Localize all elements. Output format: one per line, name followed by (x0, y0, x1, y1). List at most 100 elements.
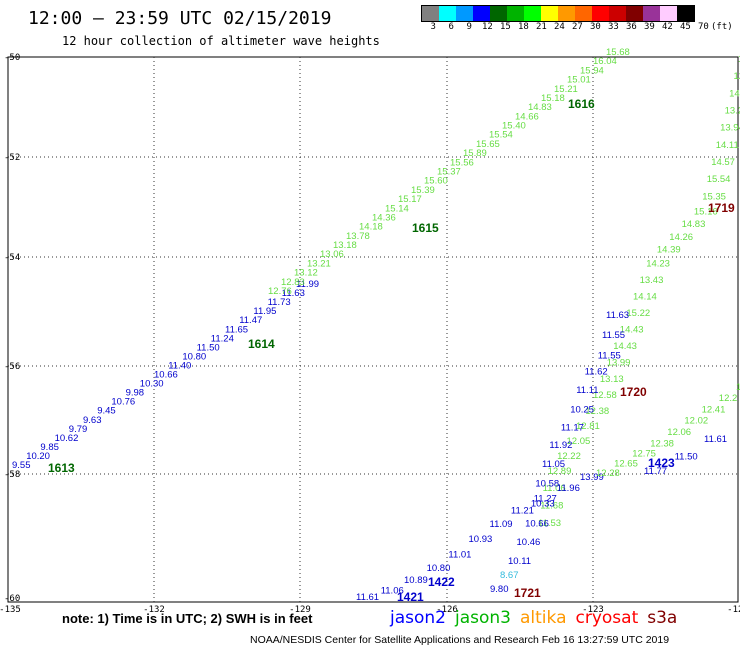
wave-height-value: 15.94 (580, 65, 604, 76)
wave-height-value: 15.17 (398, 194, 422, 205)
wave-height-value: 10.66 (154, 370, 178, 381)
wave-height-value: 12.58 (593, 390, 617, 401)
wave-height-value: 15.21 (554, 84, 578, 95)
wave-height-value: 11.65 (225, 324, 248, 335)
wave-height-value: 11.47 (239, 315, 262, 326)
map-frame (7, 56, 739, 603)
wave-height-value: 10.93 (469, 534, 493, 545)
wave-height-value: 10.33 (531, 499, 555, 510)
wave-height-value: 15.68 (606, 47, 630, 58)
wave-height-value: 11.99 (296, 279, 319, 290)
latitude-label: -56 (4, 362, 20, 372)
color-swatch (609, 6, 626, 21)
wave-height-value: 13.06 (320, 249, 344, 260)
wave-height-value: 11.09 (490, 519, 513, 530)
pass-labels: 1613 1614 1615 1616 1719 1720 1721 1421 1422 1423 (48, 97, 735, 604)
wave-height-value: 11.11 (576, 385, 598, 396)
color-scale-label: 45 (680, 22, 691, 32)
wave-height-value: 9.79 (69, 424, 88, 435)
wave-height-value: 9.98 (126, 388, 145, 399)
wave-height-value: 10.80 (427, 563, 451, 574)
wave-height-value: 11.24 (211, 333, 234, 344)
wave-height-value: 11.17 (561, 423, 584, 434)
wave-height-value: 11.73 (268, 297, 291, 308)
wave-height-value: 11.95 (253, 306, 276, 317)
wave-height-value: 15.65 (476, 139, 500, 150)
wave-height-value: 11.92 (549, 440, 572, 451)
wave-height-value: 14.39 (657, 245, 681, 256)
wave-height-value: 12.65 (614, 458, 638, 469)
color-scale-label: 42 (662, 22, 673, 32)
satellite-legend: jason2 jason3 altika cryosat s3a (390, 608, 686, 628)
wave-height-value: 15.54 (489, 130, 513, 141)
latitude-label: -58 (4, 470, 20, 480)
color-swatch (473, 6, 490, 21)
longitude-label: -120 (727, 605, 740, 615)
color-scale-label: 30 (590, 22, 601, 32)
wave-height-value: 14.36 (372, 213, 396, 224)
legend-item-s3a: s3a (647, 608, 678, 628)
wave-height-value: 15.01 (567, 75, 591, 86)
longitude-label: -132 (143, 605, 165, 615)
wave-height-value: 15.56 (450, 157, 474, 168)
legend-item-altika: altika (520, 608, 567, 628)
color-scale-bar (421, 5, 695, 22)
color-swatch (643, 6, 660, 21)
wave-height-value: 15.37 (437, 167, 461, 178)
color-swatch (558, 6, 575, 21)
color-scale-label: (ft) (711, 22, 733, 32)
wave-height-value: 11.55 (602, 330, 625, 341)
map-subtitle: 12 hour collection of altimeter wave hei… (62, 34, 380, 48)
wave-height-value: 13.21 (307, 258, 331, 269)
wave-height-value: 8.67 (500, 570, 519, 581)
wave-height-value: 12.76 (268, 286, 292, 297)
wave-height-value: 13.13 (600, 374, 624, 385)
wave-height-value: 11.62 (585, 366, 608, 377)
satellite-tracks: 9.5510.209.8510.629.799.639.4510.769.981… (12, 47, 740, 603)
wave-height-value: 11.21 (511, 505, 534, 516)
longitude-label: -129 (289, 605, 311, 615)
color-scale-label: 39 (644, 22, 655, 32)
wave-height-value: 12.75 (632, 449, 656, 460)
wave-height-value: 10.66 (525, 518, 549, 529)
wave-height-value: 11.68 (540, 500, 563, 511)
pass-label: 1615 (412, 221, 439, 235)
pass-label: 1616 (568, 97, 595, 111)
color-scale-label: 21 (536, 22, 547, 32)
color-swatch (677, 6, 694, 21)
wave-height-value: 13.12 (294, 268, 318, 279)
color-scale-label: 3 (430, 22, 436, 32)
wave-height-value: 13.2 (725, 106, 740, 117)
credit-footer: NOAA/NESDIS Center for Satellite Applica… (250, 634, 670, 646)
wave-height-value: 13.43 (640, 275, 664, 286)
wave-height-value: 13.99 (607, 357, 631, 368)
color-swatch (592, 6, 609, 21)
wave-height-value: 12.41 (702, 405, 726, 416)
wave-height-value: 13.94 (720, 123, 740, 134)
wave-height-value: 16.04 (593, 56, 617, 67)
wave-height-value: 11.61 (356, 592, 379, 603)
color-scale-label: 12 (482, 22, 493, 32)
wave-height-value: 15.35 (702, 191, 726, 202)
latitude-label: -60 (4, 594, 20, 604)
wave-height-value: 14.43 (613, 341, 637, 352)
wave-height-value: 12.28 (596, 468, 620, 479)
pass-label: 1721 (514, 586, 541, 600)
wave-height-value: 10.76 (111, 397, 135, 408)
color-scale-label: 36 (626, 22, 637, 32)
axis-labels: -50 -52 -54 -56 -58 -60-135 -132 -129 -126 -123 -1… (0, 53, 740, 615)
wave-height-value: 11.27 (534, 494, 557, 505)
wave-height-value: 11.61 (704, 434, 727, 445)
pass-label: 1421 (397, 590, 424, 604)
wave-height-value: 9.45 (97, 406, 116, 417)
wave-height-value: 13.99 (580, 472, 604, 483)
color-scale-label: 15 (500, 22, 511, 32)
wave-height-value: 12.38 (650, 439, 674, 450)
wave-height-value: 11.05 (542, 459, 565, 470)
color-swatch (490, 6, 507, 21)
wave-height-value: 15.18 (541, 93, 565, 104)
color-scale-label: 70 (698, 22, 709, 32)
wave-height-value: 12.83 (281, 277, 305, 288)
wave-height-value: 11.50 (197, 342, 220, 353)
